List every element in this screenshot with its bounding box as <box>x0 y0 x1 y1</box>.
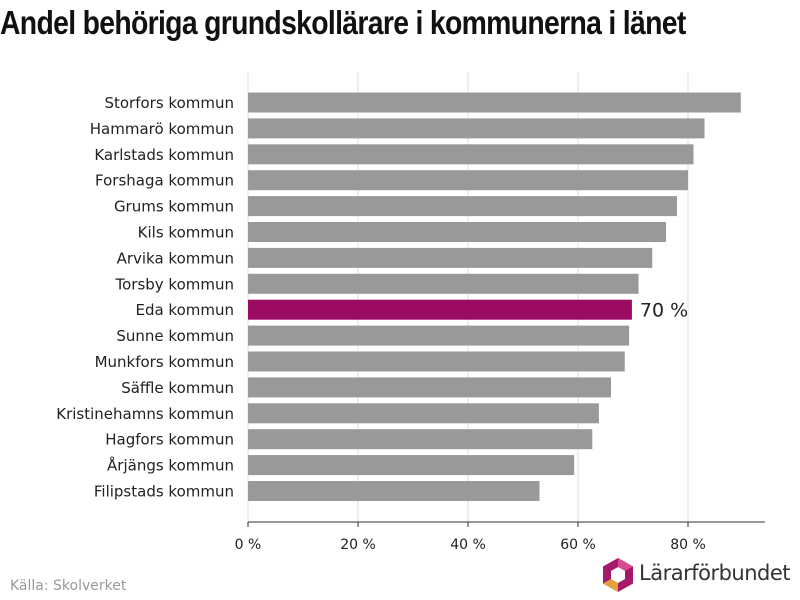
brand-logo: Lärarförbundet <box>601 557 796 595</box>
bar-chart: Storfors kommun Hammarö kommun Karlstads k… <box>56 72 765 553</box>
x-axis: 0 % 20 % 40 % 60 % 80 % <box>235 521 765 553</box>
category-label: Kristinehamns kommun <box>56 405 234 423</box>
x-tick-label: 0 % <box>235 537 262 553</box>
category-label: Grums kommun <box>114 198 234 216</box>
category-label: Arvika kommun <box>117 249 234 267</box>
category-label: Karlstads kommun <box>94 146 234 164</box>
category-label: Hammarö kommun <box>90 120 234 138</box>
bar <box>248 196 677 217</box>
source-note: Källa: Skolverket <box>10 578 127 594</box>
category-label: Forshaga kommun <box>95 172 234 190</box>
bar <box>248 455 575 476</box>
bar <box>248 351 625 372</box>
highlight-value-label: 70 % <box>640 300 688 322</box>
category-label: Eda kommun <box>135 301 234 319</box>
bar <box>248 247 653 268</box>
x-tick-label: 80 % <box>670 537 706 553</box>
x-tick-label: 40 % <box>450 537 486 553</box>
bar <box>248 92 741 113</box>
category-label: Filipstads kommun <box>94 483 234 501</box>
category-label: Munkfors kommun <box>95 353 234 371</box>
bar <box>248 481 540 501</box>
bars <box>248 92 741 501</box>
category-label: Säffle kommun <box>121 379 234 397</box>
x-tick-label: 20 % <box>340 537 376 553</box>
hexagon-logo-icon <box>603 558 633 592</box>
bar <box>248 403 599 424</box>
bar <box>248 118 705 139</box>
bar <box>248 144 694 165</box>
grid-lines <box>247 72 689 522</box>
bar <box>248 273 639 294</box>
category-label: Årjängs kommun <box>107 456 234 475</box>
chart-title: Andel behöriga grundskollärare i kommune… <box>0 4 686 41</box>
category-label: Sunne kommun <box>116 327 234 345</box>
bar <box>248 222 666 242</box>
category-label: Torsby kommun <box>114 275 234 293</box>
bar <box>248 170 688 191</box>
bar-highlighted <box>248 299 632 320</box>
category-label: Kils kommun <box>138 224 234 242</box>
category-label: Hagfors kommun <box>105 431 234 449</box>
logo-text: Lärarförbundet <box>639 561 791 585</box>
bar <box>248 325 630 346</box>
x-tick-label: 60 % <box>560 537 596 553</box>
bar <box>248 377 611 398</box>
category-labels: Storfors kommun Hammarö kommun Karlstads k… <box>56 94 688 501</box>
bar <box>248 429 593 450</box>
category-label: Storfors kommun <box>104 94 234 112</box>
